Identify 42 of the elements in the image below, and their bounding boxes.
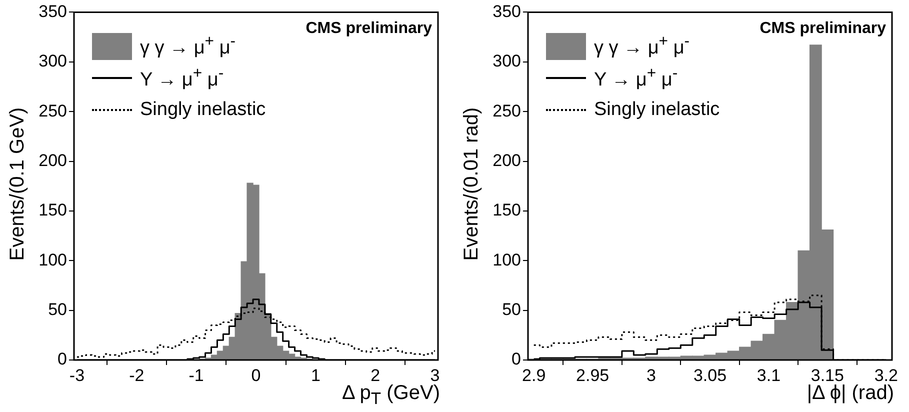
legend-label: γ γ → μ$^{+}$ μ$^{-}$ — [594, 32, 690, 60]
annotation: CMS preliminary — [306, 20, 432, 38]
y-tick-label: 0 — [58, 350, 67, 369]
legend-label: Singly inelastic — [140, 99, 266, 121]
y-tick-label: 350 — [38, 2, 67, 21]
y-tick-label: 50 — [48, 300, 67, 319]
y-tick-label: 200 — [38, 150, 67, 170]
legend-label: γ γ → μ$^{+}$ μ$^{-}$ — [140, 32, 236, 60]
annotation: CMS preliminary — [760, 20, 886, 38]
x-tick-label: 3 — [430, 366, 440, 385]
legend-label: Singly inelastic — [594, 99, 720, 121]
x-tick-label: 3.05 — [693, 366, 727, 385]
y-tick-label: 0 — [512, 350, 521, 369]
y-tick-label: 350 — [492, 2, 521, 21]
y-tick-label: 250 — [38, 101, 67, 120]
x-tick-label: 0 — [251, 366, 261, 385]
x-axis-title: |Δ ϕ| (rad) — [806, 382, 894, 405]
y-axis-title: Events/(0.1 GeV) — [6, 107, 30, 261]
y-tick-label: 150 — [492, 200, 521, 220]
legend-label: Υ → μ$^{+}$ μ$^{-}$ — [594, 64, 678, 92]
x-tick-label: -2 — [129, 366, 144, 385]
y-tick-label: 50 — [502, 300, 521, 319]
x-tick-label: 2.95 — [576, 366, 610, 385]
x-tick-label: -3 — [69, 366, 85, 385]
y-tick-label: 100 — [492, 250, 521, 270]
x-tick-label: 3.15 — [810, 366, 844, 385]
x-tick-label: 3.1 — [756, 366, 781, 385]
x-axis-title: Δ p$_{T}$ (GeV) — [342, 382, 440, 408]
x-tick-label: 2 — [370, 366, 380, 385]
y-tick-label: 200 — [492, 150, 521, 170]
x-tick-label: 2.9 — [522, 366, 546, 385]
y-tick-label: 300 — [492, 52, 521, 71]
y-axis-title: Events/(0.01 rad) — [460, 107, 484, 261]
x-tick-label: 3.2 — [874, 366, 898, 385]
y-tick-label: 250 — [492, 101, 521, 120]
x-tick-label: -1 — [188, 366, 204, 385]
y-tick-label: 150 — [38, 200, 67, 220]
x-tick-label: 3 — [646, 366, 656, 385]
x-tick-label: 1 — [310, 366, 320, 385]
y-tick-label: 300 — [38, 52, 67, 71]
legend-label: Υ → μ$^{+}$ μ$^{-}$ — [140, 64, 224, 92]
y-tick-label: 100 — [38, 250, 67, 270]
